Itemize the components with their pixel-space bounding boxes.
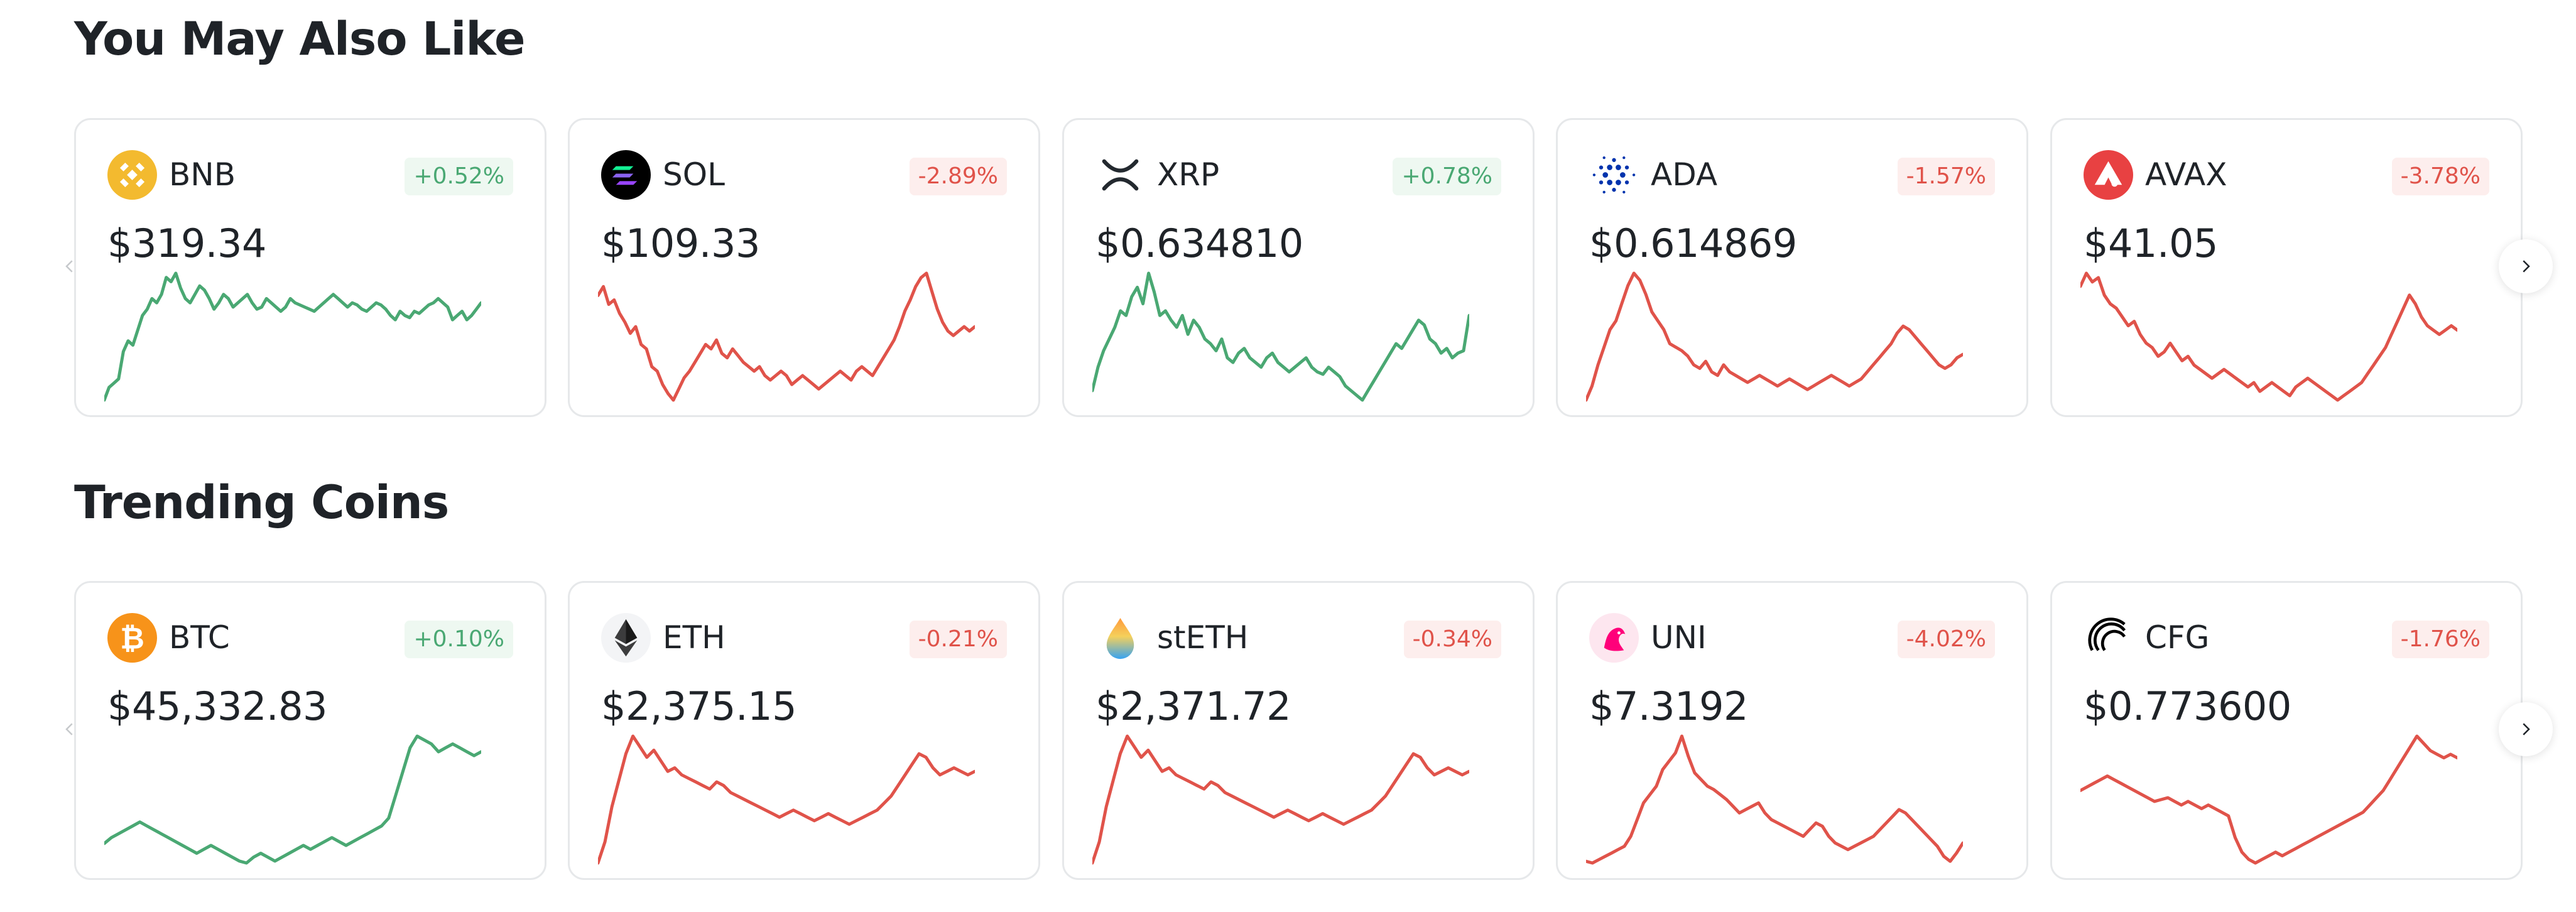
- coin-symbol: AVAX: [2145, 156, 2227, 193]
- coin-price: $2,371.72: [1095, 683, 1291, 729]
- price-sparkline: [598, 271, 975, 402]
- price-change-badge: -1.76%: [2391, 621, 2489, 658]
- coin-symbol: CFG: [2145, 619, 2210, 656]
- cfg-icon: [2084, 613, 2133, 663]
- coin-card-sol[interactable]: SOL -2.89% $109.33: [568, 118, 1040, 417]
- svg-text:₿: ₿: [120, 621, 144, 656]
- ada-icon: [1589, 150, 1639, 200]
- xrp-icon: [1095, 150, 1145, 200]
- coin-price: $0.773600: [2084, 683, 2291, 729]
- price-sparkline: [1586, 271, 1963, 402]
- steth-icon: [1095, 613, 1145, 663]
- coin-symbol: UNI: [1651, 619, 1707, 656]
- price-change-badge: +0.10%: [405, 621, 513, 658]
- coin-price: $109.33: [601, 220, 760, 266]
- coin-carousel: ₿ BTC +0.10% $45,332.83 ETH -0.21% $2,37…: [0, 581, 2576, 882]
- price-change-badge: -0.34%: [1403, 621, 1501, 658]
- coin-price: $319.34: [107, 220, 266, 266]
- coin-price: $2,375.15: [601, 683, 797, 729]
- price-sparkline: [104, 734, 481, 865]
- coin-symbol: SOL: [663, 156, 725, 193]
- coin-card-cfg[interactable]: CFG -1.76% $0.773600: [2050, 581, 2523, 880]
- carousel-next-button[interactable]: [2499, 702, 2553, 756]
- sparkline-path: [2080, 271, 2457, 402]
- price-sparkline: [2080, 734, 2457, 865]
- sparkline-path: [2080, 734, 2457, 865]
- coin-price: $0.614869: [1589, 220, 1797, 266]
- coin-symbol: ADA: [1651, 156, 1718, 193]
- sparkline-path: [104, 734, 481, 865]
- sparkline-path: [598, 271, 975, 402]
- coin-price: $0.634810: [1095, 220, 1303, 266]
- coin-card-ada[interactable]: ADA -1.57% $0.614869: [1556, 118, 2028, 417]
- coin-price: $7.3192: [1589, 683, 1748, 729]
- sparkline-path: [1092, 734, 1469, 865]
- coin-symbol: BNB: [169, 156, 236, 193]
- price-sparkline: [1092, 734, 1469, 865]
- coin-symbol: stETH: [1157, 619, 1249, 656]
- avax-icon: [2084, 150, 2133, 200]
- price-change-badge: -4.02%: [1897, 621, 1995, 658]
- sol-icon: [601, 150, 651, 200]
- chevron-right-icon: [2523, 723, 2530, 736]
- chevron-left-icon: [65, 260, 73, 273]
- price-change-badge: +0.78%: [1393, 158, 1501, 195]
- coin-card-btc[interactable]: ₿ BTC +0.10% $45,332.83: [74, 581, 546, 880]
- sparkline-path: [1092, 271, 1469, 402]
- section-title: Trending Coins: [74, 476, 449, 529]
- eth-icon: [601, 613, 651, 663]
- price-sparkline: [1586, 734, 1963, 865]
- chevron-right-icon: [2523, 260, 2530, 273]
- sparkline-path: [598, 734, 975, 865]
- coin-price: $45,332.83: [107, 683, 328, 729]
- price-sparkline: [2080, 271, 2457, 402]
- coin-price: $41.05: [2084, 220, 2218, 266]
- btc-icon: ₿: [107, 613, 157, 663]
- sparkline-path: [1586, 271, 1963, 402]
- section-title: You May Also Like: [74, 13, 526, 66]
- coin-card-bnb[interactable]: BNB +0.52% $319.34: [74, 118, 546, 417]
- coin-card-uni[interactable]: UNI -4.02% $7.3192: [1556, 581, 2028, 880]
- bnb-icon: [107, 150, 157, 200]
- coin-card-avax[interactable]: AVAX -3.78% $41.05: [2050, 118, 2523, 417]
- coin-symbol: XRP: [1157, 156, 1220, 193]
- coin-symbol: ETH: [663, 619, 726, 656]
- price-change-badge: -1.57%: [1897, 158, 1995, 195]
- coin-card-eth[interactable]: ETH -0.21% $2,375.15: [568, 581, 1040, 880]
- price-change-badge: -3.78%: [2391, 158, 2489, 195]
- chevron-left-icon: [65, 723, 73, 736]
- uni-icon: [1589, 613, 1639, 663]
- price-change-badge: +0.52%: [405, 158, 513, 195]
- coin-card-xrp[interactable]: XRP +0.78% $0.634810: [1062, 118, 1535, 417]
- coin-carousel: BNB +0.52% $319.34 SOL -2.89% $109.33 XR…: [0, 118, 2576, 420]
- carousel-next-button[interactable]: [2499, 239, 2553, 293]
- sparkline-path: [104, 271, 481, 402]
- sparkline-path: [1586, 734, 1963, 865]
- price-change-badge: -2.89%: [909, 158, 1007, 195]
- coin-card-steth[interactable]: stETH -0.34% $2,371.72: [1062, 581, 1535, 880]
- price-change-badge: -0.21%: [909, 621, 1007, 658]
- price-sparkline: [104, 271, 481, 402]
- price-sparkline: [1092, 271, 1469, 402]
- price-sparkline: [598, 734, 975, 865]
- coin-symbol: BTC: [169, 619, 230, 656]
